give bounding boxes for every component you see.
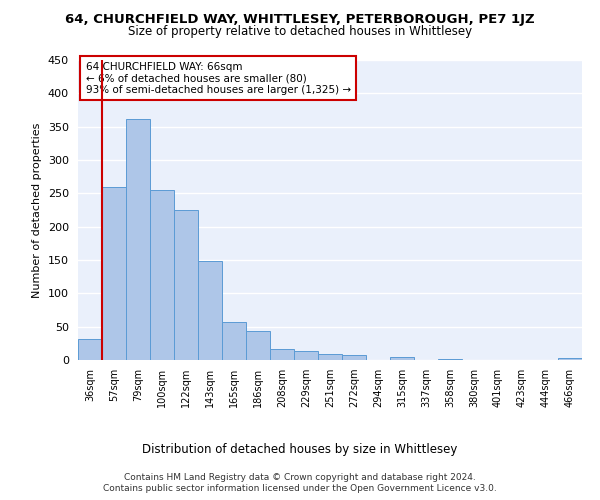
Bar xyxy=(174,210,198,360)
Bar xyxy=(342,356,366,360)
Bar xyxy=(558,358,582,360)
Bar xyxy=(270,348,294,360)
Text: 64, CHURCHFIELD WAY, WHITTLESEY, PETERBOROUGH, PE7 1JZ: 64, CHURCHFIELD WAY, WHITTLESEY, PETERBO… xyxy=(65,12,535,26)
Text: Contains public sector information licensed under the Open Government Licence v3: Contains public sector information licen… xyxy=(103,484,497,493)
Bar xyxy=(438,358,462,360)
Text: 64 CHURCHFIELD WAY: 66sqm
← 6% of detached houses are smaller (80)
93% of semi-d: 64 CHURCHFIELD WAY: 66sqm ← 6% of detach… xyxy=(86,62,350,94)
Bar xyxy=(246,332,270,360)
Bar xyxy=(294,352,318,360)
Bar xyxy=(126,118,150,360)
Bar xyxy=(198,262,222,360)
Text: Size of property relative to detached houses in Whittlesey: Size of property relative to detached ho… xyxy=(128,25,472,38)
Bar xyxy=(222,322,246,360)
Bar xyxy=(318,354,342,360)
Bar xyxy=(390,356,414,360)
Text: Distribution of detached houses by size in Whittlesey: Distribution of detached houses by size … xyxy=(142,442,458,456)
Text: Contains HM Land Registry data © Crown copyright and database right 2024.: Contains HM Land Registry data © Crown c… xyxy=(124,472,476,482)
Bar xyxy=(78,338,102,360)
Bar xyxy=(150,190,174,360)
Bar xyxy=(102,186,126,360)
Y-axis label: Number of detached properties: Number of detached properties xyxy=(32,122,42,298)
